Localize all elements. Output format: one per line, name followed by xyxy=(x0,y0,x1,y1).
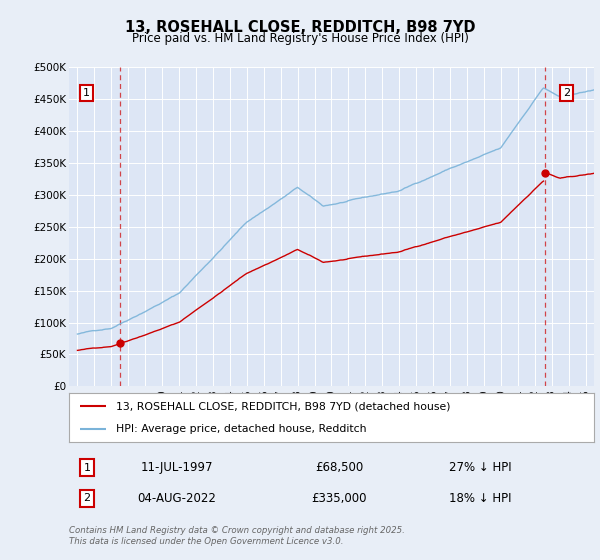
Text: 04-AUG-2022: 04-AUG-2022 xyxy=(137,492,217,505)
Text: 18% ↓ HPI: 18% ↓ HPI xyxy=(449,492,511,505)
Text: 1: 1 xyxy=(83,88,90,98)
Text: HPI: Average price, detached house, Redditch: HPI: Average price, detached house, Redd… xyxy=(116,424,367,434)
Text: 11-JUL-1997: 11-JUL-1997 xyxy=(141,461,213,474)
Text: 27% ↓ HPI: 27% ↓ HPI xyxy=(449,461,511,474)
Text: 2: 2 xyxy=(563,88,570,98)
Text: 1: 1 xyxy=(83,463,91,473)
Text: £68,500: £68,500 xyxy=(315,461,363,474)
Text: 13, ROSEHALL CLOSE, REDDITCH, B98 7YD: 13, ROSEHALL CLOSE, REDDITCH, B98 7YD xyxy=(125,20,475,35)
Text: Contains HM Land Registry data © Crown copyright and database right 2025.
This d: Contains HM Land Registry data © Crown c… xyxy=(69,526,405,546)
Text: 2: 2 xyxy=(83,493,91,503)
Text: 13, ROSEHALL CLOSE, REDDITCH, B98 7YD (detached house): 13, ROSEHALL CLOSE, REDDITCH, B98 7YD (d… xyxy=(116,402,451,412)
Text: Price paid vs. HM Land Registry's House Price Index (HPI): Price paid vs. HM Land Registry's House … xyxy=(131,32,469,45)
Text: £335,000: £335,000 xyxy=(311,492,367,505)
